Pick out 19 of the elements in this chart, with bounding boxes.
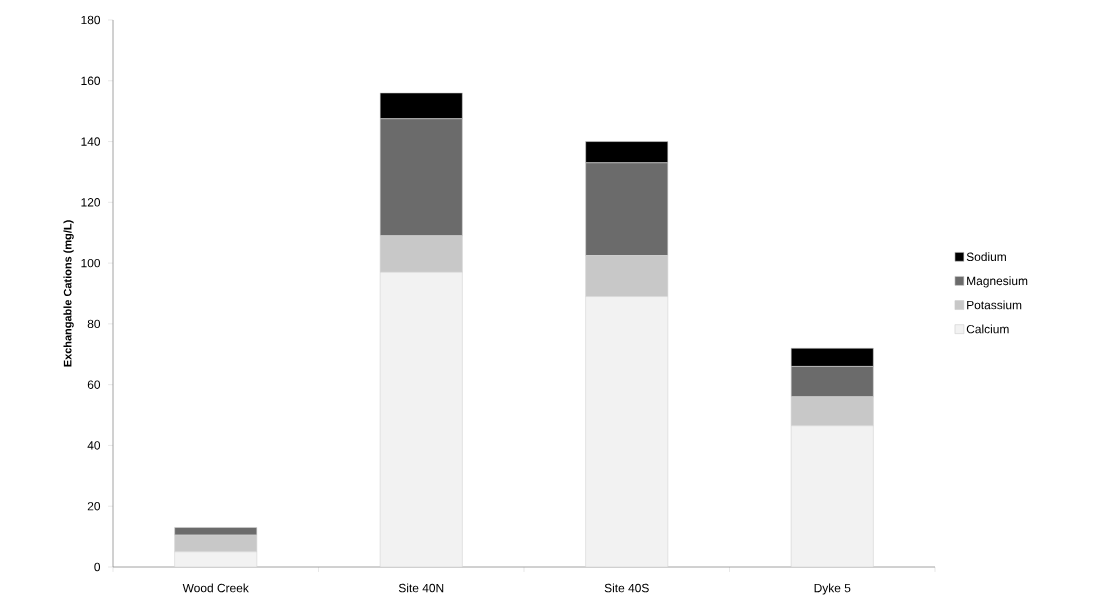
x-tick-label: Site 40N (398, 583, 444, 593)
y-tick-label: 0 (94, 562, 101, 572)
legend-label: Sodium (966, 252, 1006, 262)
legend-label: Potassium (967, 300, 1022, 310)
x-tick-label: Wood Creek (182, 583, 249, 593)
x-tick-label: Site 40S (604, 583, 649, 593)
y-tick-label: 100 (81, 258, 101, 268)
y-tick-label: 40 (87, 441, 101, 450)
y-tick-label: 140 (81, 137, 101, 146)
y-tick-label: 20 (87, 501, 101, 511)
y-tick-label: 120 (81, 198, 101, 207)
y-tick-label: 80 (87, 319, 101, 329)
y-tick-label: 180 (81, 15, 101, 25)
legend-label: Calcium (966, 324, 1009, 334)
y-tick-label: 60 (87, 380, 101, 389)
x-tick-label: Dyke 5 (814, 583, 851, 595)
y-tick-label: 160 (81, 76, 101, 85)
y-axis-title: Exchangable Cations (mg/L) (63, 220, 74, 367)
legend-label: Magnesium (967, 276, 1028, 288)
